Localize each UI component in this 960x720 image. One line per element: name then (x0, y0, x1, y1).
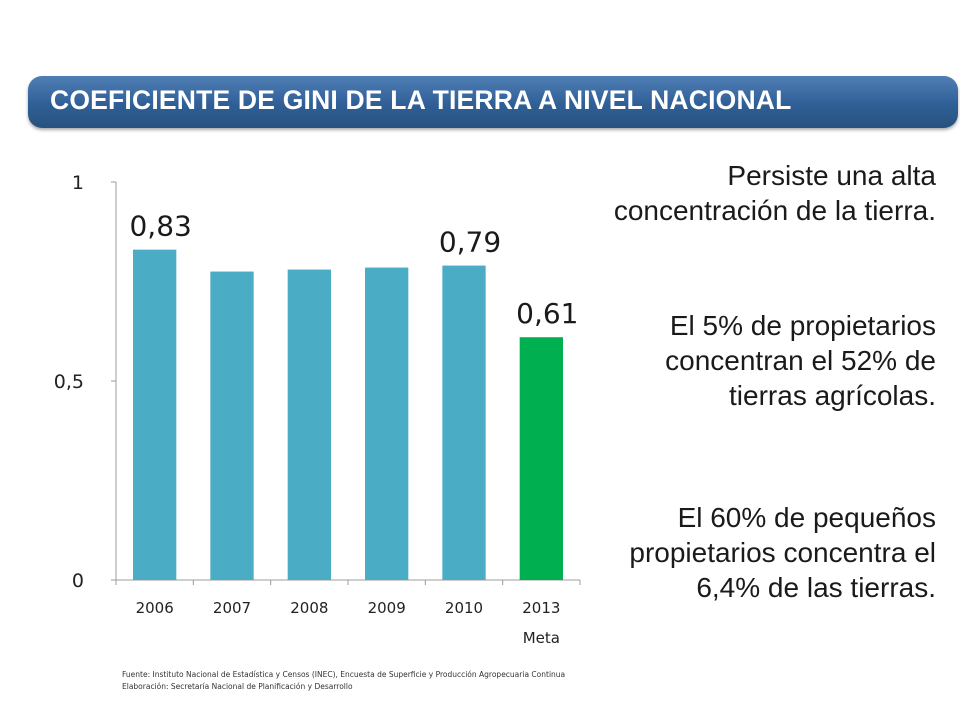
title-banner (28, 76, 958, 128)
bar-2010 (442, 265, 486, 580)
x-tick-label: 2013 (522, 599, 560, 617)
data-label: 0,61 (516, 297, 578, 330)
bar-2008 (287, 269, 331, 580)
page-title: COEFICIENTE DE GINI DE LA TIERRA A NIVEL… (50, 85, 792, 115)
x-tick-label: 2008 (290, 599, 328, 617)
source-note: Fuente: Instituto Nacional de Estadístic… (122, 670, 566, 679)
data-label: 0,79 (439, 226, 501, 259)
x-tick-label: 2009 (368, 599, 406, 617)
bar-2006 (133, 249, 177, 580)
y-tick-label: 0 (72, 570, 84, 592)
data-label: 0,83 (129, 210, 191, 243)
note-paragraph-3: El 60% de pequeños propietarios concentr… (629, 502, 936, 603)
elaboration-note: Elaboración: Secretaría Nacional de Plan… (122, 682, 353, 691)
x-tick-sublabel: Meta (523, 629, 560, 647)
y-tick-label: 0,5 (54, 371, 84, 393)
bar-2009 (365, 267, 409, 580)
y-tick-label: 1 (72, 172, 84, 194)
note-paragraph-2: El 5% de propietarios concentran el 52% … (665, 310, 936, 411)
x-tick-label: 2010 (445, 599, 483, 617)
bar-2007 (210, 271, 254, 580)
note-paragraph-1: Persiste una alta concentración de la ti… (613, 160, 936, 226)
x-tick-label: 2006 (136, 599, 174, 617)
bar-2013 (519, 337, 563, 580)
x-tick-label: 2007 (213, 599, 251, 617)
